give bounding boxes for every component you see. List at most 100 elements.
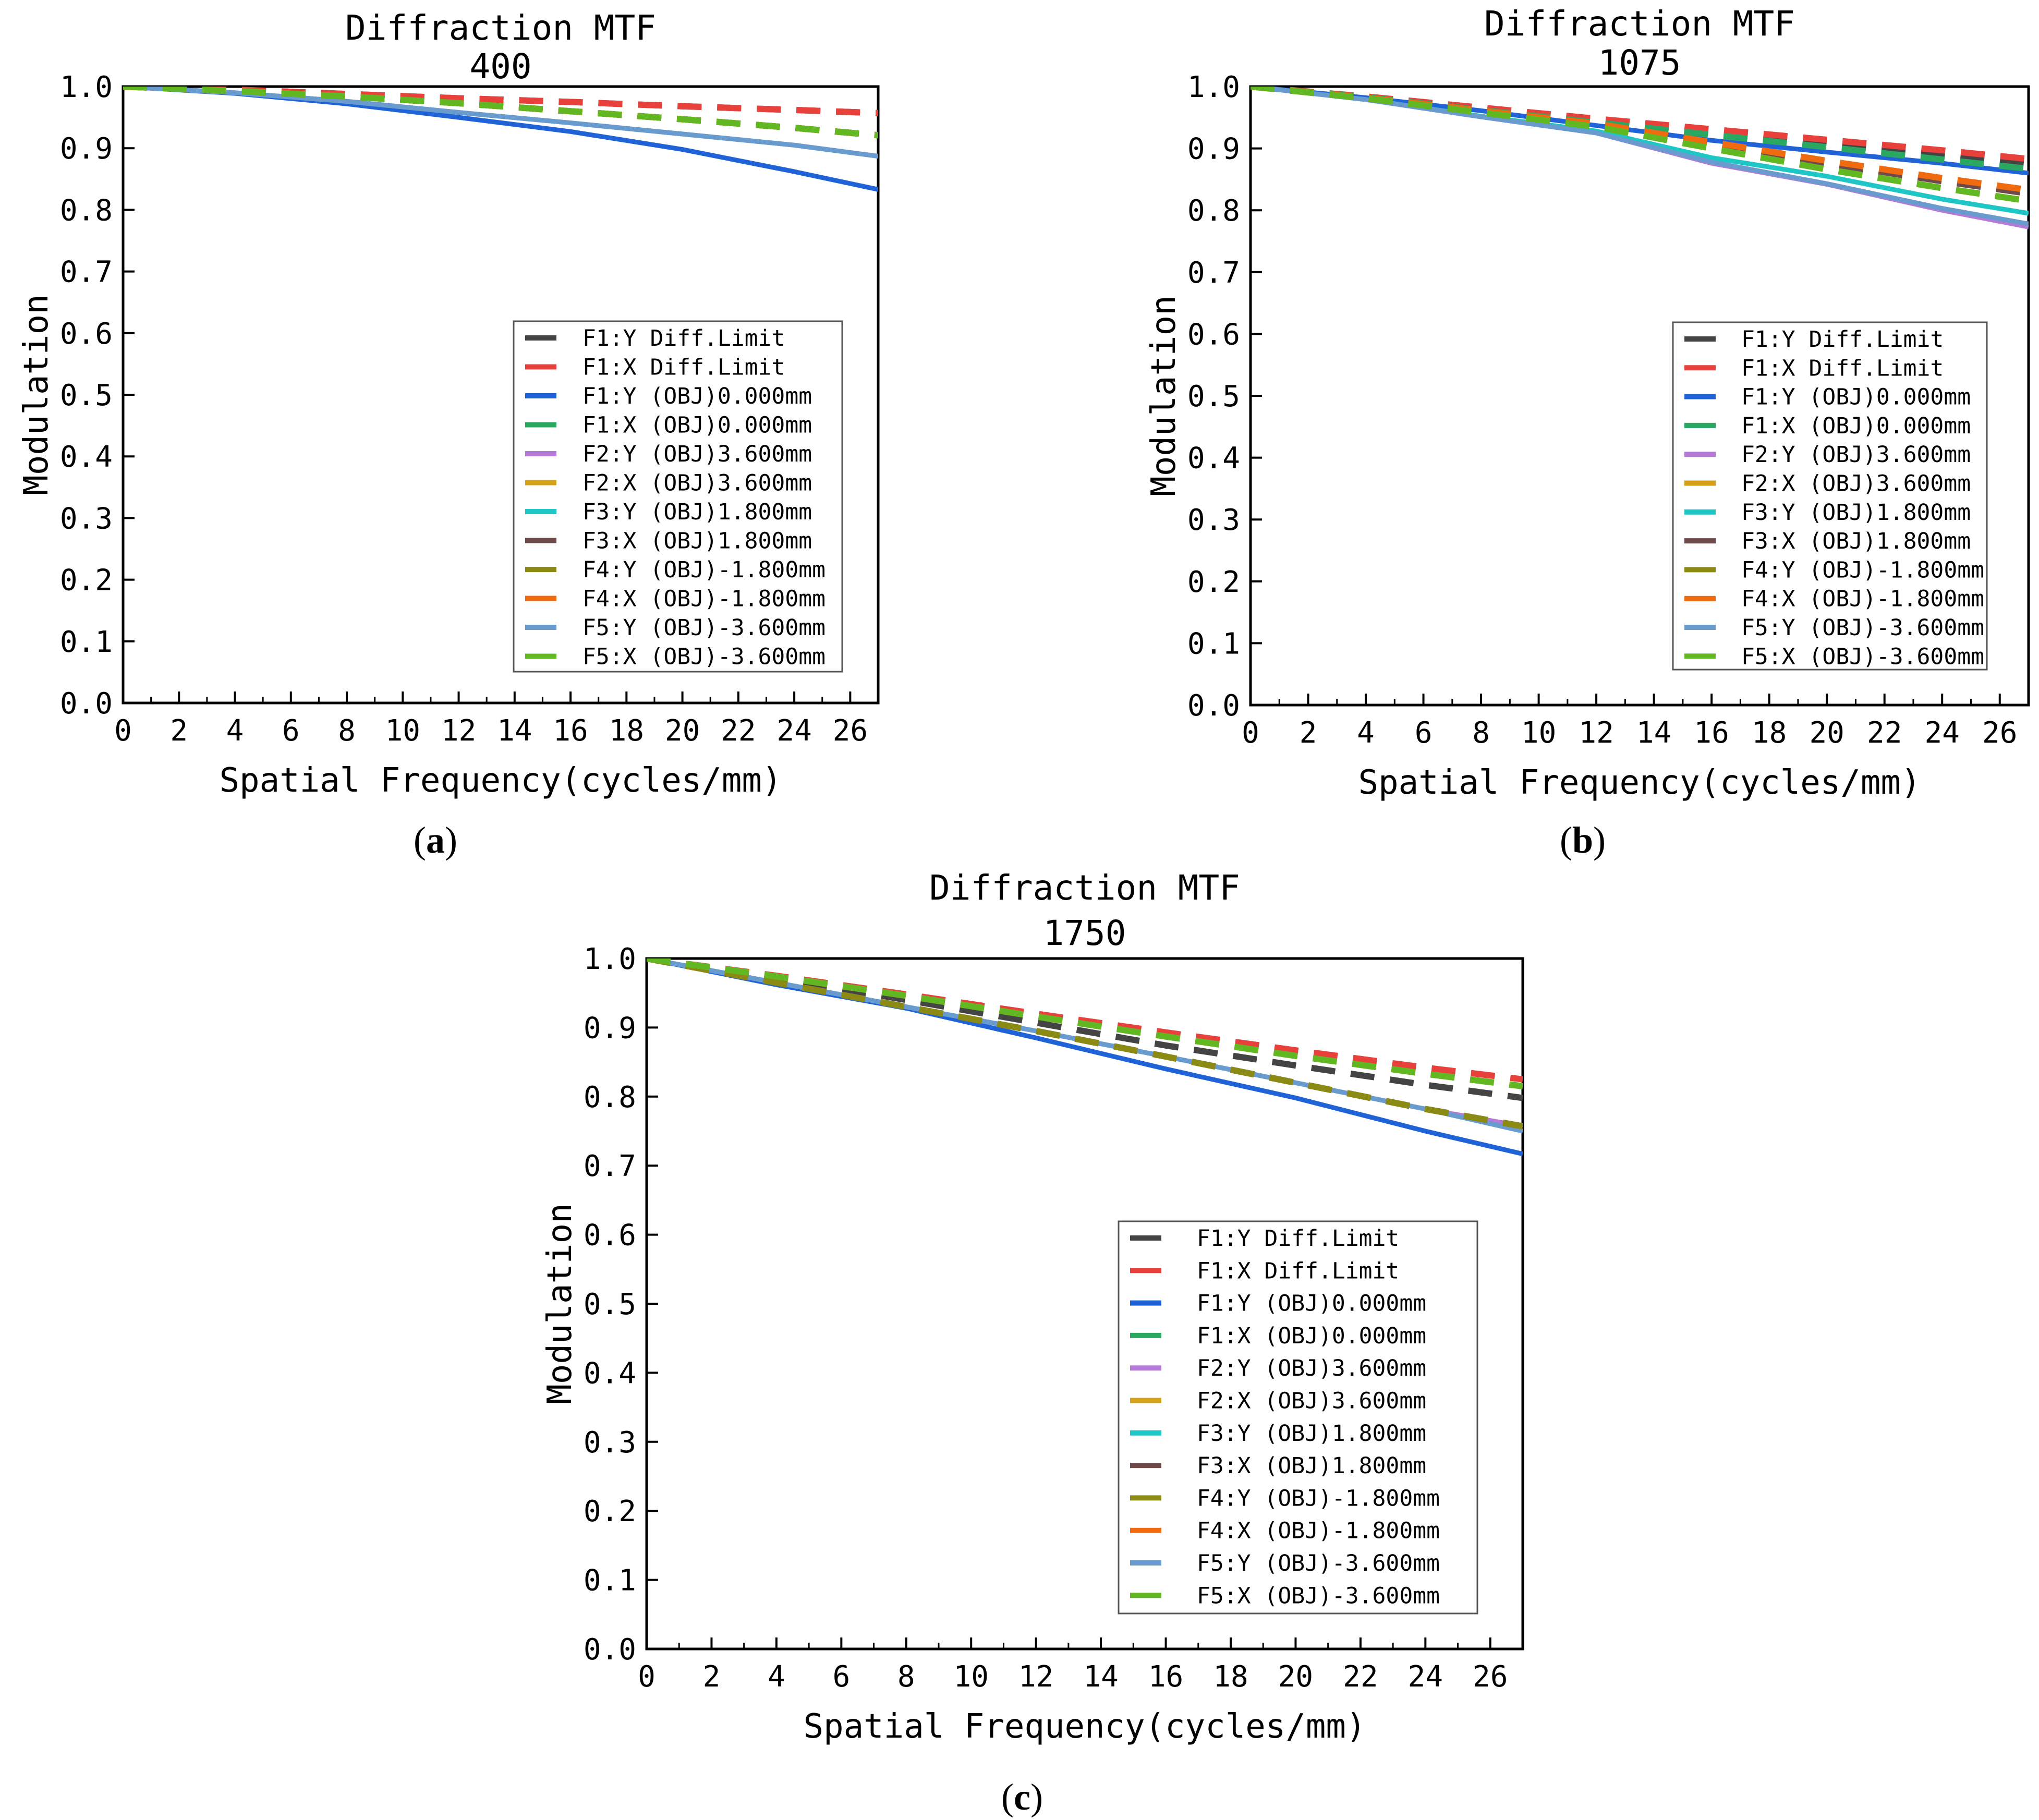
y-tick-label: 0.2 [60,564,113,598]
panel-letter: a [426,819,445,861]
x-axis-label: Spatial Frequency(cycles/mm) [220,761,782,800]
series-line-2 [647,958,1523,1083]
series-line-3 [647,958,1523,1157]
legend-entry-8: F3:X (OBJ)1.800mm [1741,528,1971,554]
x-tick-label: 4 [768,1660,785,1694]
y-tick-label: 0.8 [584,1081,636,1114]
x-tick-label: 18 [609,714,644,748]
y-axis-label: Modulation [17,294,56,495]
y-tick-label: 0.0 [1187,689,1240,723]
y-tick-label: 0.1 [584,1564,636,1598]
legend-entry-3: F1:Y (OBJ)0.000mm [1197,1291,1426,1317]
legend-entry-2: F1:X Diff.Limit [1197,1258,1399,1284]
x-tick-label: 24 [776,714,811,748]
legend-entry-5: F2:Y (OBJ)3.600mm [582,441,812,467]
y-tick-label: 0.7 [584,1149,636,1183]
panel-tag: (c) [1001,1776,1043,1818]
y-tick-label: 0.5 [1187,380,1240,414]
legend-entry-11: F5:Y (OBJ)-3.600mm [1741,615,1984,641]
legend-entry-1: F1:Y Diff.Limit [1741,326,1944,353]
x-tick-label: 0 [114,714,132,748]
x-tick-label: 0 [638,1660,656,1694]
x-tick-label: 6 [832,1660,850,1694]
y-axis-label: Modulation [1145,295,1183,496]
y-tick-label: 0.3 [584,1426,636,1460]
legend-entry-4: F1:X (OBJ)0.000mm [1741,413,1971,439]
legend-entry-1: F1:Y Diff.Limit [582,325,785,351]
legend-entry-5: F2:Y (OBJ)3.600mm [1741,442,1971,468]
legend-entry-3: F1:Y (OBJ)0.000mm [1741,384,1971,410]
x-axis-label: Spatial Frequency(cycles/mm) [1358,763,1921,802]
panel-letter: b [1572,819,1593,861]
legend-box [1118,1220,1478,1615]
x-tick-label: 20 [1809,716,1844,750]
legend-entry-8: F3:X (OBJ)1.800mm [1197,1453,1426,1479]
panel-tag: (b) [1560,819,1606,861]
y-tick-label: 0.4 [584,1356,636,1390]
series-line-11 [1251,87,2029,226]
legend-entry-6: F2:X (OBJ)3.600mm [582,470,812,496]
legend-entry-8: F3:X (OBJ)1.800mm [582,528,812,554]
y-tick-label: 1.0 [60,70,113,104]
x-tick-label: 12 [1579,716,1613,750]
y-tick-label: 0.2 [584,1495,636,1528]
legend-entry-3: F1:Y (OBJ)0.000mm [582,383,812,409]
y-tick-label: 0.8 [60,193,113,227]
y-tick-label: 0.5 [584,1288,636,1321]
legend-entry-2: F1:X Diff.Limit [582,355,785,381]
x-tick-label: 8 [897,1660,915,1694]
y-tick-label: 0.0 [60,687,113,721]
series-line-1 [647,958,1523,1101]
x-tick-label: 24 [1925,716,1960,750]
legend-entry-1: F1:Y Diff.Limit [1197,1226,1399,1252]
x-tick-label: 20 [1278,1660,1313,1694]
x-tick-label: 22 [1867,716,1902,750]
chart-subtitle: 1075 [1598,43,1681,83]
legend-entry-6: F2:X (OBJ)3.600mm [1197,1388,1426,1414]
y-tick-label: 0.7 [60,256,113,289]
y-tick-label: 0.1 [1187,627,1240,661]
legend-entry-4: F1:X (OBJ)0.000mm [582,412,812,439]
legend-entry-12: F5:X (OBJ)-3.600mm [582,644,826,670]
legend-entry-6: F2:X (OBJ)3.600mm [1741,471,1971,497]
x-tick-label: 16 [1694,716,1729,750]
y-tick-label: 0.7 [1187,256,1240,290]
y-tick-label: 1.0 [1187,70,1240,104]
legend-entry-2: F1:X Diff.Limit [1741,355,1944,381]
x-tick-label: 18 [1752,716,1787,750]
series-lines [123,87,878,192]
y-tick-label: 0.9 [584,1011,636,1045]
y-tick-label: 1.0 [584,942,636,976]
y-tick-label: 0.6 [60,317,113,351]
panel-letter: c [1014,1776,1030,1818]
y-tick-label: 0.9 [1187,132,1240,166]
y-tick-label: 0.4 [1187,442,1240,476]
chart-title: Diffraction MTF [345,8,656,48]
x-tick-label: 4 [1357,716,1375,750]
legend-entry-4: F1:X (OBJ)0.000mm [1197,1323,1426,1349]
x-tick-label: 2 [170,714,188,748]
series-lines [647,958,1523,1157]
x-tick-label: 24 [1408,1660,1443,1694]
y-tick-label: 0.1 [60,625,113,659]
x-tick-label: 16 [553,714,588,748]
legend-entry-11: F5:Y (OBJ)-3.600mm [582,615,826,641]
y-axis-label: Modulation [541,1203,579,1404]
legend: F1:Y Diff.Limit F1:X Diff.Limit F1:Y (OBJ)… [1118,1220,1478,1615]
x-tick-label: 22 [721,714,756,748]
x-tick-label: 10 [385,714,420,748]
y-tick-label: 0.5 [60,379,113,412]
legend-entry-11: F5:Y (OBJ)-3.600mm [1197,1550,1440,1576]
x-tick-label: 8 [1472,716,1490,750]
chart-title: Diffraction MTF [1484,4,1795,44]
legend-entry-9: F4:Y (OBJ)-1.800mm [1197,1485,1440,1511]
series-line-12 [123,87,878,139]
legend-entry-9: F4:Y (OBJ)-1.800mm [1741,557,1984,583]
x-tick-label: 14 [497,714,532,748]
x-tick-label: 20 [665,714,700,748]
